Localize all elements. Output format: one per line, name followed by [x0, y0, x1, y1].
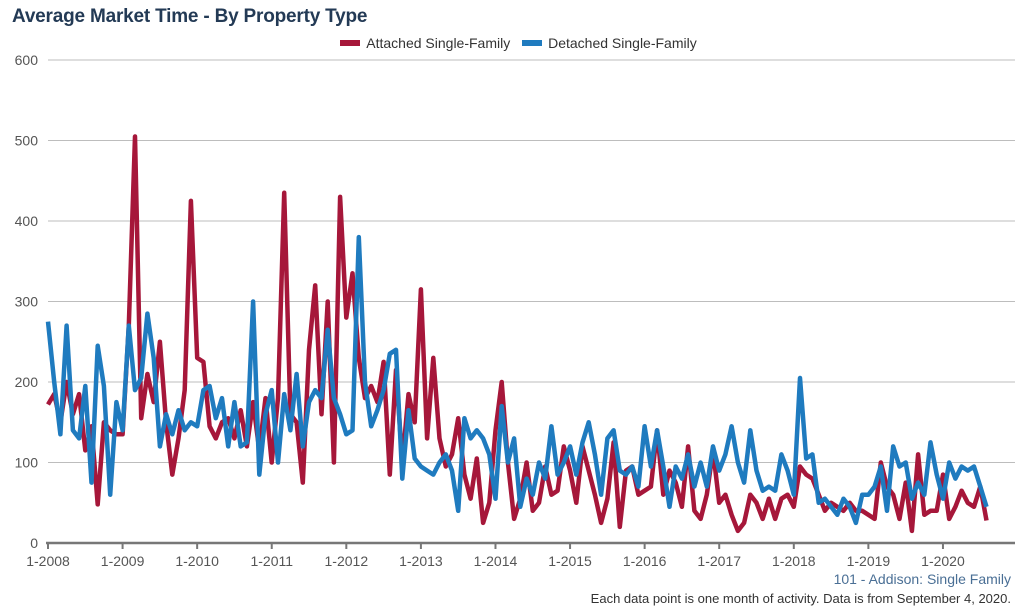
- legend-swatch-detached: [522, 40, 543, 46]
- area-subtitle: 101 - Addison: Single Family: [833, 571, 1011, 587]
- series-line-detached: [45, 234, 989, 526]
- data-note: Each data point is one month of activity…: [590, 591, 1011, 606]
- x-tick-label: 1-2013: [399, 553, 443, 569]
- x-tick-label: 1-2012: [325, 553, 369, 569]
- y-tick-label: 300: [15, 294, 39, 310]
- y-tick-label: 500: [15, 133, 39, 149]
- x-tick-label: 1-2020: [921, 553, 965, 569]
- y-tick-label: 0: [30, 535, 38, 551]
- x-tick-label: 1-2018: [772, 553, 816, 569]
- y-tick-label: 400: [15, 213, 39, 229]
- x-tick-label: 1-2017: [697, 553, 741, 569]
- legend: Attached Single-Family Detached Single-F…: [0, 33, 1017, 51]
- x-tick-label: 1-2011: [250, 553, 293, 569]
- legend-item-attached[interactable]: Attached Single-Family: [340, 35, 510, 51]
- x-tick-label: 1-2016: [623, 553, 667, 569]
- legend-item-detached[interactable]: Detached Single-Family: [522, 35, 697, 51]
- chart-title: Average Market Time - By Property Type: [12, 6, 368, 27]
- x-tick-label: 1-2014: [474, 553, 518, 569]
- x-tick-label: 1-2019: [847, 553, 891, 569]
- x-tick-label: 1-2008: [26, 553, 70, 569]
- legend-swatch-attached: [340, 40, 361, 46]
- x-tick-label: 1-2015: [548, 553, 592, 569]
- legend-label-attached: Attached Single-Family: [366, 35, 511, 51]
- y-tick-label: 200: [15, 374, 39, 390]
- y-tick-label: 100: [15, 455, 39, 471]
- y-tick-label: 600: [15, 52, 39, 68]
- legend-label-detached: Detached Single-Family: [548, 35, 697, 51]
- x-tick-label: 1-2010: [175, 553, 219, 569]
- x-tick-label: 1-2009: [101, 553, 145, 569]
